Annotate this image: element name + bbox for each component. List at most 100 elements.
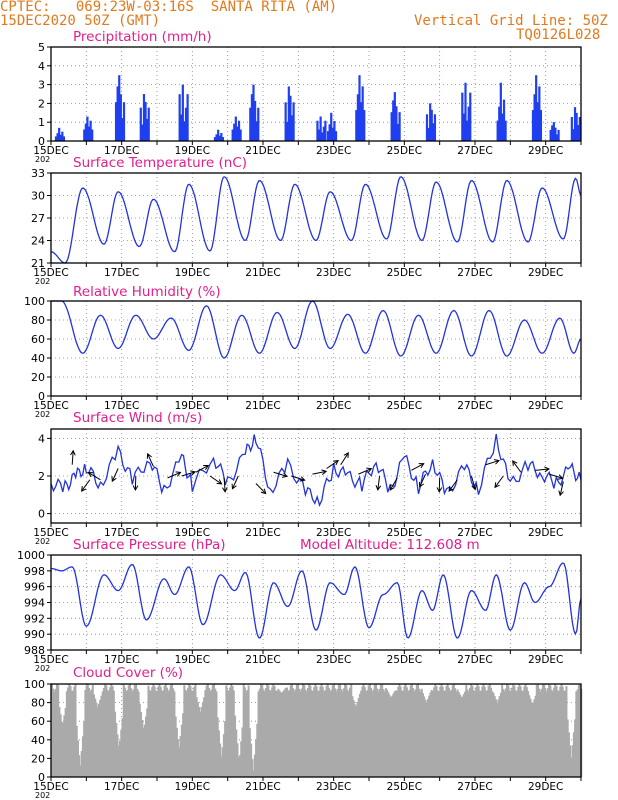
cloud-bar [553, 687, 556, 777]
precip-bar [84, 123, 87, 141]
precip-bar [213, 137, 217, 141]
cloud-bar [325, 685, 328, 777]
wind-arrow [291, 475, 305, 481]
cloud-bar [430, 690, 433, 777]
cloud-bar [321, 686, 324, 777]
cloud-bar [85, 685, 88, 777]
cloud-bar [420, 688, 423, 777]
cloud-bar [499, 692, 502, 777]
cloud-bar [257, 691, 260, 777]
cloud-bar [272, 684, 275, 777]
cloud-bar [295, 684, 298, 777]
panel-temp: 21 24 27 30 33 15DEC 17DEC 19DEC 21DEC 23DEC 25DEC… [31, 155, 582, 286]
x-tick-label: 17DEC [104, 267, 139, 279]
cloud-bar [334, 688, 337, 777]
precip-bar [234, 116, 237, 141]
x-tick-label: 23DEC [316, 145, 351, 157]
cloud-bar [355, 706, 358, 777]
cloud-bar [402, 690, 405, 777]
cloud-bar [168, 689, 171, 777]
cloud-bar [534, 695, 537, 777]
cloud-bar [460, 696, 463, 777]
x-tick-label: 19DEC [175, 145, 210, 157]
cloud-bar [423, 696, 426, 777]
cloud-bar [572, 732, 575, 777]
cloud-bar [238, 755, 241, 777]
cloud-bar [287, 691, 290, 777]
precip-bar [286, 121, 289, 141]
cloud-bar [394, 690, 397, 777]
cloud-bar [418, 688, 421, 777]
cloud-bar [234, 715, 237, 777]
cloud-bar [555, 685, 558, 777]
y-tick-label: 21 [31, 257, 45, 270]
wind-arrow [485, 460, 500, 466]
cloud-bar [408, 689, 411, 777]
cloud-bar [370, 687, 373, 777]
cloud-bar [95, 702, 98, 777]
y-tick-label: 20 [31, 752, 45, 765]
cloud-bar [123, 687, 126, 777]
cloud-bar [392, 693, 395, 777]
precip-bar [220, 132, 223, 141]
cloud-bar [503, 691, 506, 777]
cloud-bar [574, 719, 577, 777]
cloud-bar [329, 691, 332, 777]
precip-bar [363, 110, 366, 141]
cloud-bar [490, 687, 493, 777]
cloud-bar [486, 690, 489, 777]
precip-bar [355, 110, 358, 141]
cloud-bar [576, 689, 579, 777]
cloud-bar [439, 686, 442, 777]
wind-arrow-head [216, 479, 223, 485]
cloud-bar [216, 717, 219, 777]
cloud-bar [438, 690, 441, 777]
cloud-bar [162, 690, 165, 777]
cloud-bar [424, 699, 427, 777]
cloud-bar [451, 685, 454, 777]
cloud-bar [161, 691, 164, 777]
precip-bar [429, 103, 432, 141]
cloud-bar [318, 690, 321, 777]
cloud-bar [565, 686, 568, 777]
cloud-bar [54, 688, 57, 777]
wind-arrow-head [471, 484, 477, 491]
wind-arrow-head [494, 482, 500, 489]
cloud-bar [170, 684, 173, 777]
cloud-bar [336, 689, 339, 777]
x-tick-label: 23DEC [316, 267, 351, 279]
cloud-bar [564, 690, 567, 777]
y-tick-label: 996 [24, 581, 45, 594]
cloud-bar [152, 684, 155, 777]
cloud-bar [556, 690, 559, 777]
cloud-bar [179, 736, 182, 777]
cloud-bar [393, 691, 396, 777]
precip-bar [181, 84, 184, 141]
wind-arrow [411, 463, 424, 471]
precip-bar [331, 127, 334, 141]
precip-bar [61, 131, 64, 141]
cloud-bar [53, 691, 56, 777]
cloud-bar [431, 691, 434, 777]
precip-bar [322, 126, 325, 141]
x-tick-label: 27DEC [457, 400, 492, 412]
cloud-bar [352, 700, 355, 777]
cloud-bar [341, 691, 344, 777]
cloud-bar [514, 690, 517, 777]
wind-arrow [549, 473, 563, 479]
cloud-bar [506, 684, 509, 777]
cloud-bar [143, 724, 146, 777]
cloud-bar [433, 687, 436, 777]
cloud-bar [59, 714, 62, 777]
x-tick-label: 21DEC [245, 654, 280, 666]
panel-title: Relative Humidity (%) [73, 284, 221, 300]
cloud-bar [494, 699, 497, 777]
cloud-bar [279, 692, 282, 777]
cloud-bar [250, 743, 253, 777]
wind-arrow-head [260, 488, 267, 495]
cloud-bar [342, 688, 345, 777]
precip-bar [573, 107, 577, 141]
cloud-bar [345, 685, 348, 777]
cloud-bar [457, 692, 460, 777]
cloud-bar [330, 689, 333, 777]
